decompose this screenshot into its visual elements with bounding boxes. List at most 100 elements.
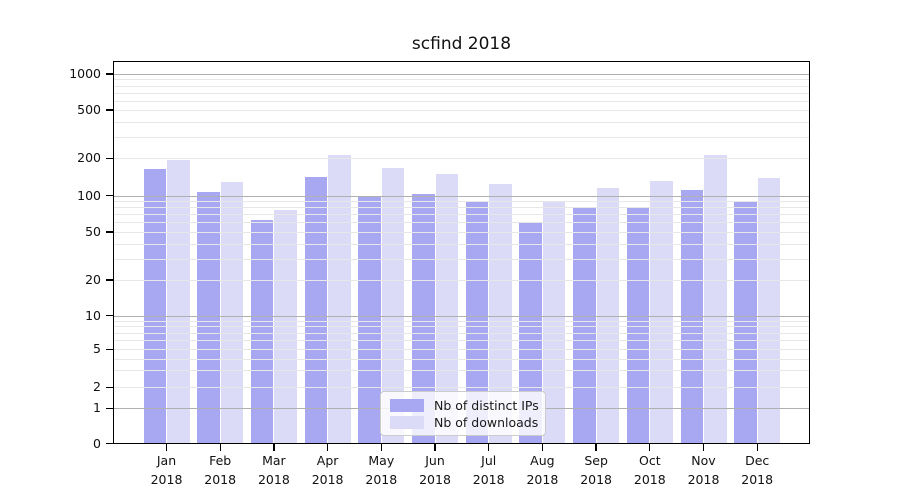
y-tick-0 (106, 442, 113, 445)
bar-ips-jan (143, 168, 166, 443)
minor-gridline-800 (113, 85, 810, 87)
minor-gridline-90 (113, 201, 810, 203)
minor-gridline-5 (113, 349, 810, 351)
bar-downloads-nov (704, 155, 727, 443)
chart-title: scfind 2018 (411, 34, 512, 54)
minor-gridline-4 (113, 358, 810, 360)
minor-gridline-7 (113, 332, 810, 334)
bar-downloads-apr (328, 154, 351, 443)
minor-gridline-8 (113, 326, 810, 328)
minor-gridline-900 (113, 79, 810, 81)
minor-gridline-2 (113, 387, 810, 389)
bar-ips-feb (197, 192, 220, 443)
bar-downloads-dec (757, 178, 781, 443)
bar-ips-jun (412, 194, 435, 443)
plot-area (113, 61, 810, 444)
bar-ips-oct (626, 208, 650, 443)
x-tick-label-feb: Feb 2018 (204, 453, 237, 487)
x-tick-label-oct: Oct 2018 (633, 453, 666, 487)
x-tick-oct (649, 444, 651, 451)
x-tick-dec (756, 444, 758, 451)
y-tick-label-1: 1 (93, 400, 101, 416)
x-tick-jan (165, 444, 168, 451)
y-tick-20 (106, 279, 113, 281)
x-tick-label-sep: Sep 2018 (580, 453, 612, 487)
y-tick-label-10: 10 (85, 307, 101, 323)
bar-downloads-aug (542, 202, 566, 443)
y-tick-1000 (106, 73, 113, 75)
legend-item-distinct-ips: Nb of distinct IPs (390, 397, 545, 414)
bar-ips-dec (734, 201, 757, 443)
minor-gridline-20 (113, 280, 810, 281)
downloads-swatch-icon (390, 416, 424, 429)
bar-ips-may (358, 197, 381, 443)
x-tick-apr (326, 444, 329, 451)
x-tick-may (380, 444, 382, 451)
bar-ips-apr (304, 176, 328, 443)
x-tick-nov (702, 444, 705, 451)
x-tick-aug (541, 444, 544, 451)
legend-item-downloads: Nb of downloads (390, 414, 545, 431)
minor-gridline-70 (113, 214, 810, 216)
x-tick-sep (595, 444, 597, 451)
minor-gridline-200 (113, 158, 810, 160)
x-tick-jul (488, 444, 490, 451)
minor-gridline-400 (113, 121, 810, 123)
minor-gridline-60 (113, 222, 810, 224)
minor-gridline-600 (113, 100, 810, 102)
y-tick-label-20: 20 (85, 272, 101, 287)
bar-downloads-jul (489, 184, 512, 443)
y-tick-label-200: 200 (77, 150, 101, 166)
y-tick-label-50: 50 (85, 224, 101, 239)
y-tick-5 (106, 348, 113, 350)
y-tick-500 (106, 109, 113, 111)
y-tick-2 (106, 386, 113, 388)
minor-gridline-80 (113, 207, 810, 209)
bar-downloads-oct (650, 181, 673, 443)
x-tick-label-jul: Jul 2018 (472, 453, 505, 487)
bar-ips-sep (573, 207, 596, 443)
y-tick-1 (106, 407, 113, 409)
x-tick-label-dec: Dec 2018 (741, 453, 774, 487)
major-gridline-10 (113, 315, 810, 317)
x-tick-label-mar: Mar 2018 (257, 453, 290, 487)
minor-gridline-3 (113, 370, 810, 372)
legend-label-distinct-ips: Nb of distinct IPs (434, 398, 539, 413)
minor-gridline-50 (113, 232, 810, 233)
minor-gridline-500 (113, 110, 810, 111)
bar-downloads-may (381, 168, 405, 443)
bar-downloads-feb (220, 182, 244, 443)
legend-label-downloads: Nb of downloads (434, 415, 539, 430)
bar-downloads-jun (435, 173, 458, 443)
distinct-ips-swatch-icon (390, 399, 424, 412)
minor-gridline-300 (113, 136, 810, 138)
bar-downloads-jan (167, 159, 190, 443)
x-tick-label-jan: Jan 2018 (150, 453, 183, 487)
y-tick-label-5: 5 (93, 341, 101, 357)
y-tick-100 (106, 195, 113, 197)
x-tick-label-jun: Jun 2018 (419, 453, 451, 487)
x-tick-mar (273, 444, 275, 451)
y-tick-10 (106, 314, 113, 317)
x-tick-label-may: May 2018 (365, 453, 398, 487)
minor-gridline-40 (113, 243, 810, 245)
x-tick-label-nov: Nov 2018 (687, 453, 720, 487)
minor-gridline-9 (113, 320, 810, 322)
minor-gridline-700 (113, 92, 810, 94)
y-tick-label-2: 2 (93, 379, 101, 395)
minor-gridline-6 (113, 340, 810, 342)
major-gridline-1000 (113, 74, 810, 75)
x-tick-feb (219, 444, 221, 451)
major-gridline-100 (113, 195, 810, 197)
minor-gridline-30 (113, 258, 810, 260)
y-tick-200 (106, 157, 113, 159)
x-tick-label-aug: Aug 2018 (526, 453, 559, 487)
y-tick-label-100: 100 (77, 187, 101, 203)
x-tick-jun (434, 444, 436, 451)
y-tick-label-1000: 1000 (69, 66, 101, 81)
bar-ips-mar (250, 219, 274, 443)
y-tick-50 (106, 231, 113, 233)
y-tick-label-0: 0 (93, 435, 101, 451)
y-tick-label-500: 500 (77, 102, 101, 117)
